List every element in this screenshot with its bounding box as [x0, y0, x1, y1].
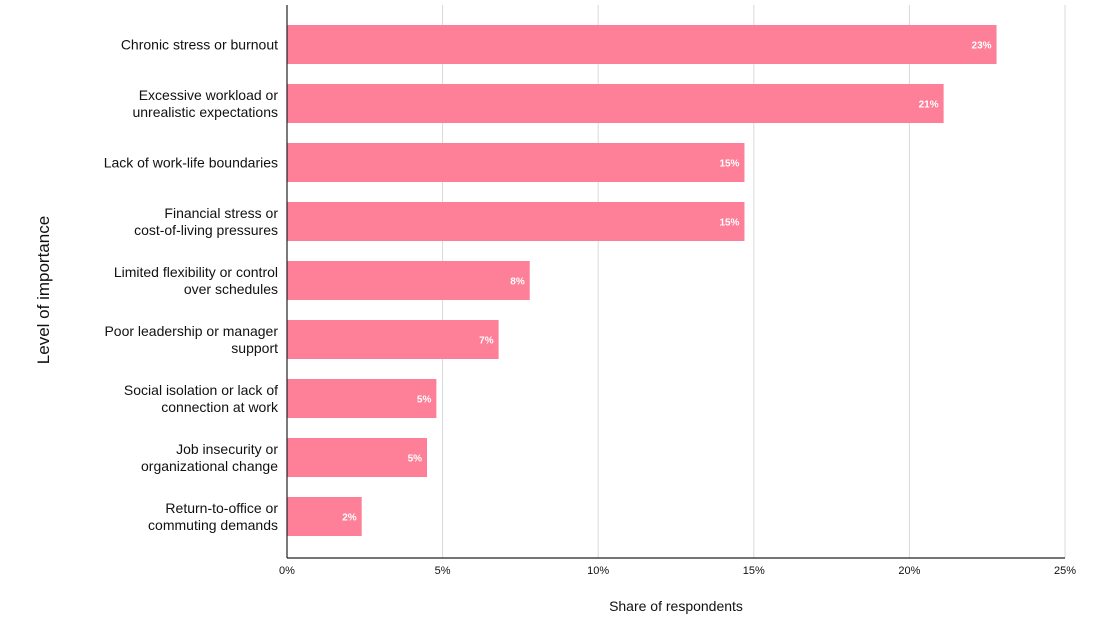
category-label: Limited flexibility or control over sched…	[114, 264, 278, 297]
bar-value-label: 15%	[719, 218, 739, 229]
x-tick-label: 25%	[1054, 565, 1076, 577]
bar	[287, 143, 745, 182]
bar	[287, 379, 437, 418]
x-axis-title: Share of respondents	[609, 598, 743, 614]
x-tick-label: 15%	[743, 565, 765, 577]
bar	[287, 261, 530, 300]
category-label: Poor leadership or manager support	[104, 323, 278, 356]
bar	[287, 497, 362, 536]
bar	[287, 320, 499, 359]
y-axis-title: Level of importance	[34, 216, 53, 364]
bar	[287, 438, 428, 477]
axes: 0% 5% 10% 15% 20% 25%	[279, 5, 1076, 577]
x-tick-label: 10%	[587, 565, 609, 577]
bar	[287, 25, 997, 64]
category-label: Return-to-office or commuting demands	[148, 500, 278, 533]
x-tick-label: 5%	[435, 565, 451, 577]
category-labels: Chronic stress or burnout Excessive workl…	[104, 37, 279, 534]
bar	[287, 84, 944, 123]
category-label: Chronic stress or burnout	[121, 37, 278, 53]
bar-value-label: 2%	[342, 513, 357, 524]
bar-value-label: 23%	[972, 41, 992, 52]
category-label: Social isolation or lack of connection at…	[124, 382, 279, 415]
x-tick-label: 0%	[279, 565, 295, 577]
bar-value-label: 21%	[919, 100, 939, 111]
x-tick-label: 20%	[898, 565, 920, 577]
bars: 23% 21% 15% 15% 8% 7% 5% 5% 2%	[287, 25, 997, 536]
bar-value-label: 15%	[719, 159, 739, 170]
category-label: Job insecurity or organizational change	[141, 441, 278, 474]
bar-value-label: 5%	[417, 395, 432, 406]
bar-value-label: 5%	[408, 454, 423, 465]
bar-value-label: 7%	[479, 336, 494, 347]
category-label: Lack of work-life boundaries	[104, 155, 278, 171]
category-label: Excessive workload or unrealistic expecta…	[132, 87, 278, 120]
bar	[287, 202, 745, 241]
category-label: Financial stress or cost-of-living pressu…	[134, 205, 278, 238]
bar-value-label: 8%	[510, 277, 525, 288]
